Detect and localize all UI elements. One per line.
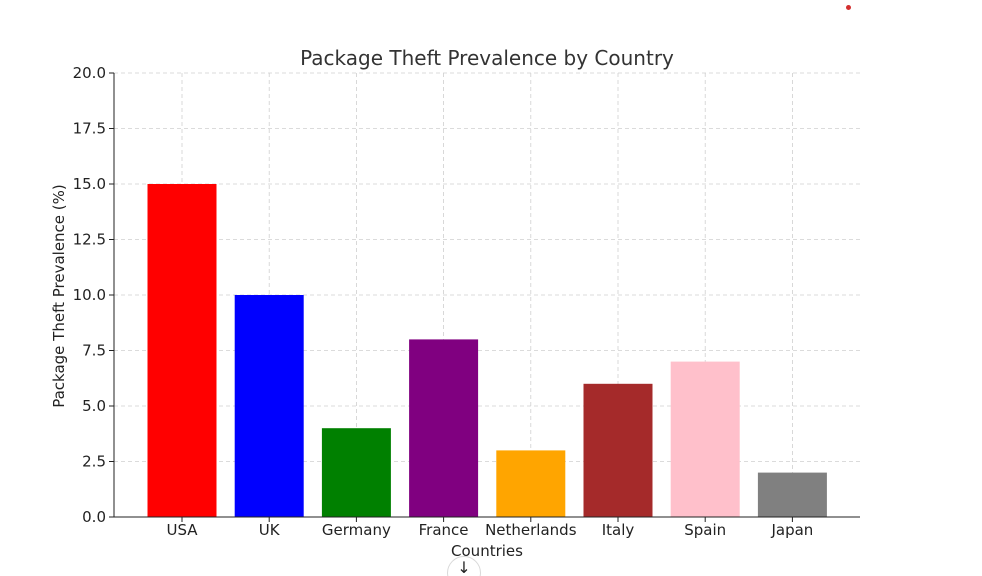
x-tick-label: UK [259, 521, 281, 539]
status-dot [846, 5, 851, 10]
bar-japan [757, 472, 827, 517]
y-tick-label: 5.0 [82, 397, 106, 415]
x-tick-label: USA [166, 521, 198, 539]
x-tick-label: Italy [602, 521, 635, 539]
y-axis-title: Package Theft Prevalence (%) [50, 184, 68, 408]
x-tick-label: France [419, 521, 469, 539]
bar-uk [234, 295, 304, 517]
x-tick-label: Spain [684, 521, 726, 539]
y-tick-label: 2.5 [82, 453, 106, 471]
x-tick-label: Japan [770, 521, 813, 539]
y-tick-label: 17.5 [73, 120, 106, 138]
y-tick-label: 15.0 [73, 175, 106, 193]
x-tick-label: Germany [322, 521, 391, 539]
bar-spain [670, 361, 740, 517]
arrow-down-icon: ↓ [457, 558, 471, 576]
y-tick-label: 12.5 [73, 231, 106, 249]
scroll-down-button[interactable]: ↓ [447, 556, 481, 576]
y-tick-label: 0.0 [82, 508, 106, 526]
axes-layer [109, 72, 860, 522]
x-tick-label: Netherlands [485, 521, 577, 539]
bar-germany [321, 428, 391, 517]
y-tick-label: 10.0 [73, 286, 106, 304]
labels-layer: 0.0 2.5 5.0 7.5 10.0 12.5 15.0 17.5 20.0 USA UK Ger… [73, 64, 814, 539]
y-tick-label: 7.5 [82, 342, 106, 360]
bar-usa [147, 184, 217, 517]
grid-layer [114, 72, 860, 517]
y-tick-label: 20.0 [73, 64, 106, 82]
bars-layer [147, 184, 827, 517]
bar-italy [583, 383, 653, 517]
chart-title: Package Theft Prevalence by Country [300, 46, 674, 70]
x-axis-title: Countries [451, 542, 523, 560]
bar-france [409, 339, 479, 517]
bar-netherlands [496, 450, 566, 517]
